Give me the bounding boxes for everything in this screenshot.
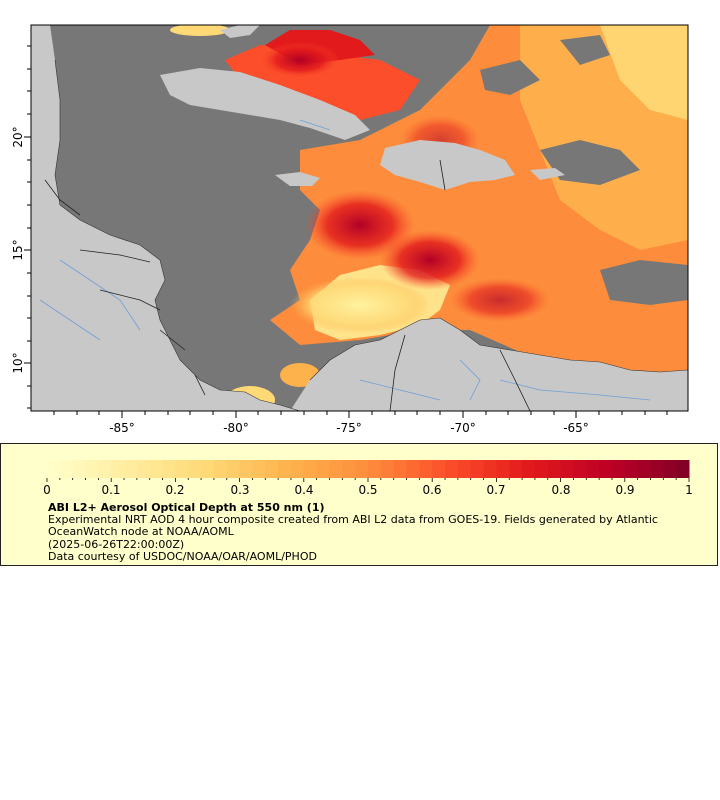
borders <box>44 159 531 411</box>
colorbar-cell <box>85 460 99 478</box>
colorbar-cell <box>124 460 138 478</box>
colorbar-cell <box>393 460 408 478</box>
map-frame <box>30 24 689 412</box>
colorbar-cell <box>175 460 189 478</box>
colorbar-cell <box>419 460 433 478</box>
colorbar-cell <box>624 460 639 478</box>
colorbar-label: 0.9 <box>615 483 634 497</box>
legend-title: ABI L2+ Aerosol Optical Depth at 550 nm … <box>48 501 325 514</box>
lon-label-85: -85° <box>109 421 135 435</box>
colorbar: 0 0.1 0.2 0.3 0.4 0.5 0.6 0.7 0.8 0.9 1 <box>43 460 693 497</box>
colorbar-cell <box>445 460 459 478</box>
colorbar-cells <box>47 460 690 478</box>
legend-date: (2025-06-26T22:00:00Z) <box>48 538 185 551</box>
colorbar-cell <box>149 460 164 478</box>
colorbar-cell <box>483 460 497 478</box>
colorbar-cell <box>522 460 536 478</box>
colorbar-label: 0.3 <box>230 483 249 497</box>
lat-label-20: 20° <box>11 126 25 147</box>
colorbar-cell <box>98 460 112 478</box>
land-central-america <box>31 25 300 411</box>
colorbar-cell <box>188 460 202 478</box>
colorbar-cell <box>59 460 74 478</box>
lat-label-10: 10° <box>11 352 25 373</box>
colorbar-cell <box>509 460 523 478</box>
colorbar-cell <box>650 460 664 478</box>
land-cuba <box>160 68 370 140</box>
colorbar-labels: 0 0.1 0.2 0.3 0.4 0.5 0.6 0.7 0.8 0.9 1 <box>43 483 693 497</box>
colorbar-cell <box>47 460 61 478</box>
colorbar-cell <box>290 460 305 478</box>
colorbar-cell <box>136 460 151 478</box>
colorbar-label: 0.5 <box>358 483 377 497</box>
colorbar-cell <box>380 460 395 478</box>
colorbar-label: 0.7 <box>486 483 505 497</box>
lon-label-75: -75° <box>336 421 362 435</box>
colorbar-label: 0.8 <box>551 483 570 497</box>
colorbar-cell <box>355 460 369 478</box>
colorbar-cell <box>547 460 562 478</box>
colorbar-cell <box>637 460 651 478</box>
colorbar-label: 0.6 <box>422 483 441 497</box>
colorbar-cell <box>252 460 266 478</box>
colorbar-label: 1 <box>685 483 693 497</box>
colorbar-cell <box>111 460 125 478</box>
land-puerto-rico <box>530 168 565 180</box>
lon-ticks <box>53 411 668 418</box>
colorbar-cell <box>573 460 587 478</box>
colorbar-cell <box>406 460 420 478</box>
colorbar-cell <box>316 460 330 478</box>
lon-label-80: -80° <box>223 421 249 435</box>
legend-description: Experimental NRT AOD 4 hour composite cr… <box>48 513 658 538</box>
colorbar-cell <box>239 460 253 478</box>
colorbar-cell <box>432 460 446 478</box>
land-jamaica <box>275 172 320 186</box>
legend-panel: 0 0.1 0.2 0.3 0.4 0.5 0.6 0.7 0.8 0.9 1 … <box>0 443 718 566</box>
colorbar-cell <box>162 460 176 478</box>
colorbar-cell <box>201 460 215 478</box>
colorbar-cell <box>368 460 382 478</box>
land-hispaniola <box>380 140 515 190</box>
colorbar-label: 0.4 <box>294 483 313 497</box>
lat-minor-ticks <box>24 45 31 409</box>
lat-label-15: 15° <box>11 239 25 260</box>
colorbar-cell <box>663 460 677 478</box>
colorbar-cell <box>342 460 356 478</box>
colorbar-cell <box>586 460 600 478</box>
colorbar-label: 0 <box>43 483 51 497</box>
colorbar-cell <box>457 460 472 478</box>
colorbar-cell <box>676 460 690 478</box>
colorbar-label: 0.2 <box>165 483 184 497</box>
colorbar-cell <box>534 460 549 478</box>
lon-label-70: -70° <box>450 421 476 435</box>
colorbar-label: 0.1 <box>101 483 120 497</box>
aod-map: 20° 15° 10° -85° -80° -75° -70° -65° <box>11 24 689 435</box>
colorbar-cell <box>303 460 318 478</box>
rivers <box>39 119 651 401</box>
colorbar-cell <box>213 460 228 478</box>
colorbar-cell <box>496 460 510 478</box>
colorbar-cell <box>470 460 485 478</box>
colorbar-cell <box>226 460 241 478</box>
colorbar-cell <box>329 460 343 478</box>
legend-credit: Data courtesy of USDOC/NOAA/OAR/AOML/PHO… <box>48 550 317 563</box>
colorbar-cell <box>611 460 626 478</box>
lon-label-65: -65° <box>563 421 589 435</box>
colorbar-cell <box>599 460 613 478</box>
colorbar-cell <box>278 460 292 478</box>
aerosol-plume-pale <box>600 25 688 120</box>
colorbar-cell <box>265 460 279 478</box>
colorbar-ticks <box>46 478 690 482</box>
map-panel: 20° 15° 10° -85° -80° -75° -70° -65° <box>11 24 689 435</box>
colorbar-cell <box>72 460 87 478</box>
colorbar-cell <box>560 460 574 478</box>
